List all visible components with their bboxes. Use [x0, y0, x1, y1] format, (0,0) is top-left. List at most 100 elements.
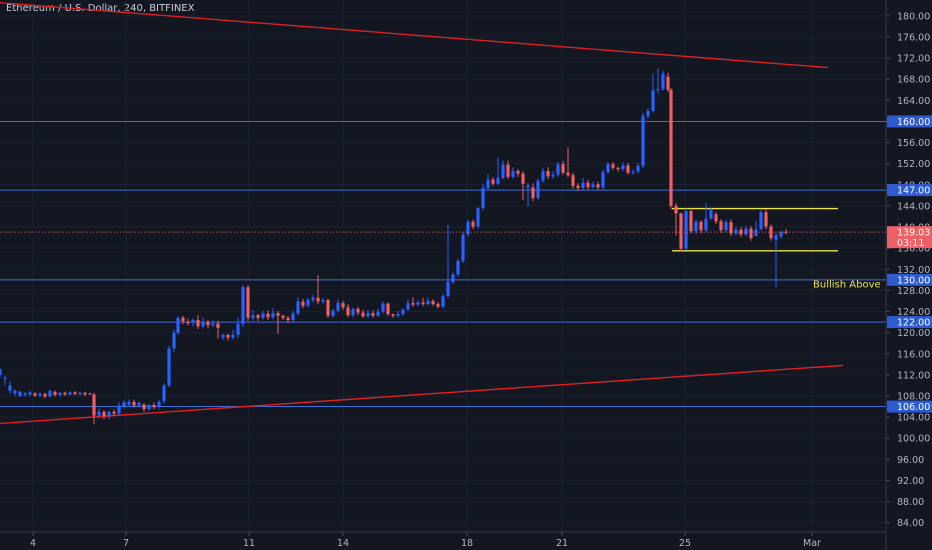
candle-down: [516, 168, 520, 177]
annotation-text: Bullish Above: [813, 280, 881, 291]
candle-body: [451, 274, 455, 282]
candle-body: [581, 182, 585, 188]
candle-body: [481, 187, 485, 209]
trendline: [0, 1, 829, 69]
price-tick-label: 100.00: [897, 434, 930, 445]
candle-down: [53, 390, 57, 397]
candle-up: [58, 391, 62, 397]
candle-body: [366, 313, 370, 317]
price-tick-label: 180.00: [897, 11, 930, 22]
candle-down: [316, 275, 320, 305]
price-tick-label: 172.00: [897, 54, 930, 65]
candle-up: [351, 307, 355, 318]
candle-body: [396, 314, 400, 316]
candle-down: [361, 309, 365, 318]
candle-down: [301, 298, 305, 309]
candle-body: [466, 221, 470, 235]
candle-up: [376, 308, 380, 317]
candle-body: [531, 187, 535, 198]
candle-up: [651, 73, 655, 113]
candle-up: [481, 183, 485, 211]
candle-body: [346, 307, 350, 316]
candle-body: [749, 228, 753, 239]
candle-body: [13, 390, 17, 394]
candle-down: [611, 162, 615, 171]
price-tick-label: 92.00: [897, 476, 924, 487]
candle-body: [132, 401, 136, 406]
candle-down: [276, 310, 280, 334]
candle-body: [58, 392, 62, 395]
candle-up: [646, 108, 650, 119]
candle-body: [759, 212, 763, 230]
candle-down: [386, 302, 390, 317]
candle-body: [201, 322, 205, 327]
candle-body: [351, 308, 355, 316]
candle-body: [621, 165, 625, 169]
time-tick-label: 25: [679, 538, 691, 549]
current-price-box: [887, 226, 932, 249]
candle-up: [704, 202, 708, 233]
candle-body: [381, 303, 385, 312]
candle-body: [441, 296, 445, 307]
candle-body: [68, 392, 72, 395]
candle-up: [759, 210, 763, 231]
candle-body: [431, 300, 435, 305]
candle-down: [356, 306, 360, 316]
candle-down: [531, 183, 535, 202]
candle-body: [586, 182, 590, 187]
candle-body: [276, 313, 280, 316]
candle-body: [406, 303, 410, 310]
candle-down: [63, 391, 67, 396]
candle-up: [396, 310, 400, 318]
candle-body: [774, 234, 778, 240]
price-tick-label: 112.00: [897, 370, 930, 381]
candle-body: [316, 297, 320, 302]
candle-up: [451, 272, 455, 285]
candle-down: [102, 410, 106, 420]
candle-body: [33, 393, 37, 396]
candle-body: [122, 402, 126, 407]
candle-up: [446, 224, 450, 298]
candle-down: [152, 402, 156, 410]
candle-body: [211, 323, 215, 326]
candle-down: [346, 304, 350, 318]
candle-up: [331, 308, 335, 318]
candle-body: [256, 315, 260, 318]
price-tick-label: 84.00: [897, 518, 924, 529]
candle-body: [421, 302, 425, 305]
candle-down: [226, 333, 230, 341]
candle-up: [162, 383, 166, 404]
candle-body: [271, 313, 275, 318]
candle-up: [311, 294, 315, 303]
candle-up: [496, 157, 500, 186]
candle-up: [774, 232, 778, 288]
candle-down: [181, 315, 185, 325]
time-tick-label: 14: [337, 538, 349, 549]
candle-down: [729, 219, 733, 237]
candle-body: [391, 314, 395, 316]
candle-up: [306, 297, 310, 308]
candle-up: [191, 318, 195, 327]
candle-up: [231, 330, 235, 340]
candle-up: [117, 402, 121, 416]
candle-body: [611, 164, 615, 168]
candle-down: [674, 203, 678, 236]
candle-body: [127, 401, 131, 405]
candle-down: [186, 318, 190, 326]
candle-down: [43, 392, 47, 399]
candle-body: [251, 315, 255, 318]
candle-body: [491, 179, 495, 184]
candle-up: [541, 167, 545, 183]
candle-up: [147, 403, 151, 412]
candle-body: [43, 393, 47, 397]
candle-up: [261, 310, 265, 320]
price-tick-label: 96.00: [897, 455, 924, 466]
candle-body: [476, 208, 480, 227]
candle-body: [18, 391, 22, 396]
candle-body: [446, 281, 450, 297]
candle-down: [341, 300, 345, 310]
candle-up: [656, 68, 660, 94]
candle-body: [83, 392, 87, 395]
price-tick-label: 136.00: [897, 244, 930, 255]
